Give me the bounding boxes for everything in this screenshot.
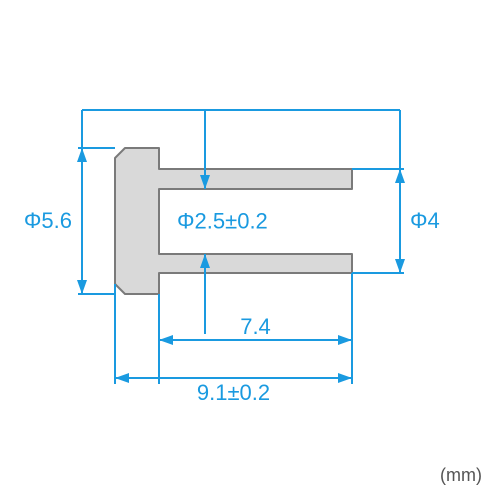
unit-label: (mm) bbox=[440, 465, 482, 486]
svg-text:9.1±0.2: 9.1±0.2 bbox=[197, 380, 270, 405]
svg-text:Φ2.5±0.2: Φ2.5±0.2 bbox=[177, 209, 268, 234]
svg-text:7.4: 7.4 bbox=[240, 314, 271, 339]
dimension-drawing: Φ5.6 Φ2.5±0.2 Φ4 7.4 9.1±0.2 bbox=[0, 0, 500, 500]
svg-text:Φ4: Φ4 bbox=[410, 208, 440, 233]
svg-text:Φ5.6: Φ5.6 bbox=[24, 208, 72, 233]
